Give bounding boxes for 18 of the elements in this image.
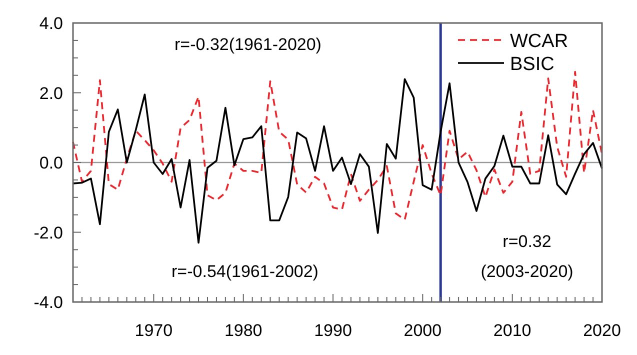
x-tick-label: 2000 bbox=[404, 321, 442, 340]
annotation: r=0.32 bbox=[502, 232, 552, 251]
x-tick-label: 2010 bbox=[493, 321, 532, 340]
y-tick-label: 4.0 bbox=[39, 14, 63, 33]
annotation: r=-0.32(1961-2020) bbox=[174, 35, 322, 54]
line-series bbox=[72, 70, 603, 221]
legend-label: WCAR bbox=[510, 31, 568, 52]
x-tick-label: 1990 bbox=[314, 321, 352, 340]
x-tick-label: 1970 bbox=[134, 321, 173, 340]
y-tick-label: -2.0 bbox=[34, 223, 63, 242]
legend-label: BSIC bbox=[510, 54, 554, 75]
annotation: (2003-2020) bbox=[480, 262, 574, 281]
x-tick-label: 1980 bbox=[224, 321, 262, 340]
annotation: r=-0.54(1961-2002) bbox=[172, 262, 318, 281]
x-tick-label: 2020 bbox=[583, 321, 621, 340]
y-tick-label: 0.0 bbox=[39, 154, 63, 172]
y-tick-label: 2.0 bbox=[39, 84, 63, 103]
y-tick-label: -4.0 bbox=[34, 293, 63, 312]
